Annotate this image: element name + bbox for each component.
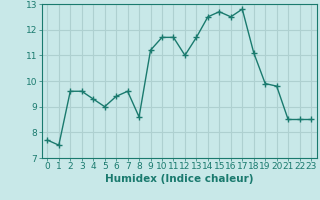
- X-axis label: Humidex (Indice chaleur): Humidex (Indice chaleur): [105, 174, 253, 184]
